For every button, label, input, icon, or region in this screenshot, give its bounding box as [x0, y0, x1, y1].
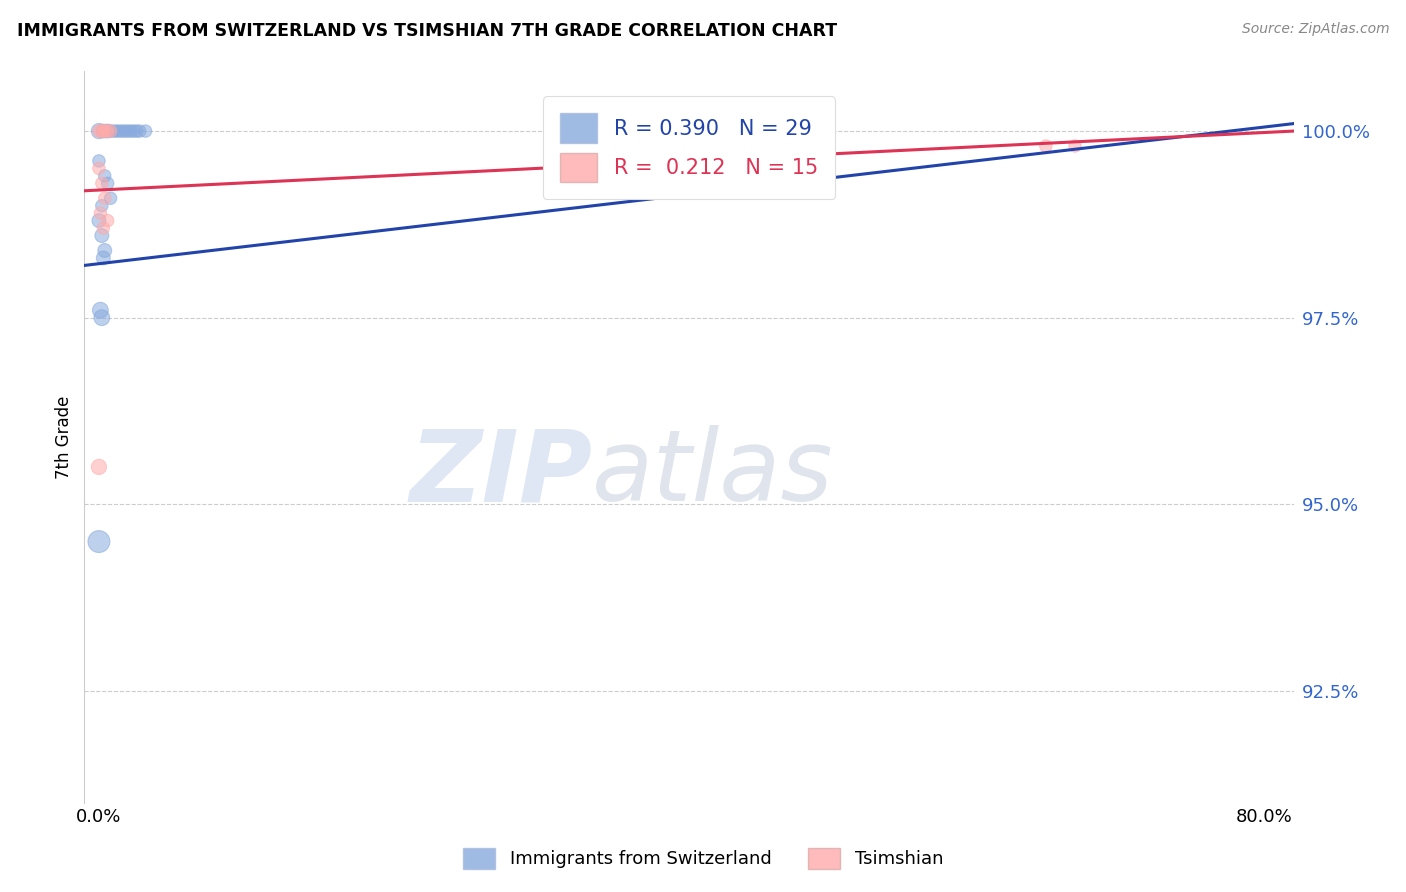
Point: [89, 206, 111, 220]
Point: [97, 213, 120, 227]
Point: [103, 124, 125, 138]
Point: [125, 124, 148, 138]
Point: [90, 199, 112, 213]
Text: Source: ZipAtlas.com: Source: ZipAtlas.com: [1241, 22, 1389, 37]
Point: [94, 124, 117, 138]
Point: [87, 124, 110, 138]
Point: [91, 221, 114, 235]
Text: atlas: atlas: [592, 425, 834, 522]
Point: [87, 124, 110, 138]
Point: [89, 303, 111, 318]
Point: [117, 124, 139, 138]
Point: [87, 459, 110, 474]
Point: [97, 124, 120, 138]
Point: [91, 124, 114, 138]
Point: [87, 153, 110, 168]
Point: [94, 191, 117, 205]
Point: [120, 124, 142, 138]
Point: [1064, 139, 1087, 153]
Point: [108, 124, 131, 138]
Point: [100, 191, 122, 205]
Point: [97, 177, 120, 191]
Point: [100, 124, 122, 138]
Point: [90, 124, 112, 138]
Point: [583, 124, 606, 138]
Legend: Immigrants from Switzerland, Tsimshian: Immigrants from Switzerland, Tsimshian: [456, 840, 950, 876]
Point: [87, 161, 110, 176]
Point: [135, 124, 157, 138]
Point: [105, 124, 128, 138]
Point: [122, 124, 145, 138]
Y-axis label: 7th Grade: 7th Grade: [55, 395, 73, 479]
Legend: R = 0.390   N = 29, R =  0.212   N = 15: R = 0.390 N = 29, R = 0.212 N = 15: [543, 96, 835, 199]
Point: [100, 124, 122, 138]
Point: [87, 213, 110, 227]
Point: [90, 177, 112, 191]
Text: ZIP: ZIP: [409, 425, 592, 522]
Point: [90, 228, 112, 243]
Text: IMMIGRANTS FROM SWITZERLAND VS TSIMSHIAN 7TH GRADE CORRELATION CHART: IMMIGRANTS FROM SWITZERLAND VS TSIMSHIAN…: [17, 22, 837, 40]
Point: [1035, 139, 1057, 153]
Point: [815, 124, 838, 138]
Point: [97, 124, 120, 138]
Point: [87, 534, 110, 549]
Point: [94, 169, 117, 183]
Point: [91, 124, 114, 138]
Point: [91, 251, 114, 265]
Point: [90, 310, 112, 325]
Point: [94, 244, 117, 258]
Point: [128, 124, 150, 138]
Point: [114, 124, 136, 138]
Point: [111, 124, 134, 138]
